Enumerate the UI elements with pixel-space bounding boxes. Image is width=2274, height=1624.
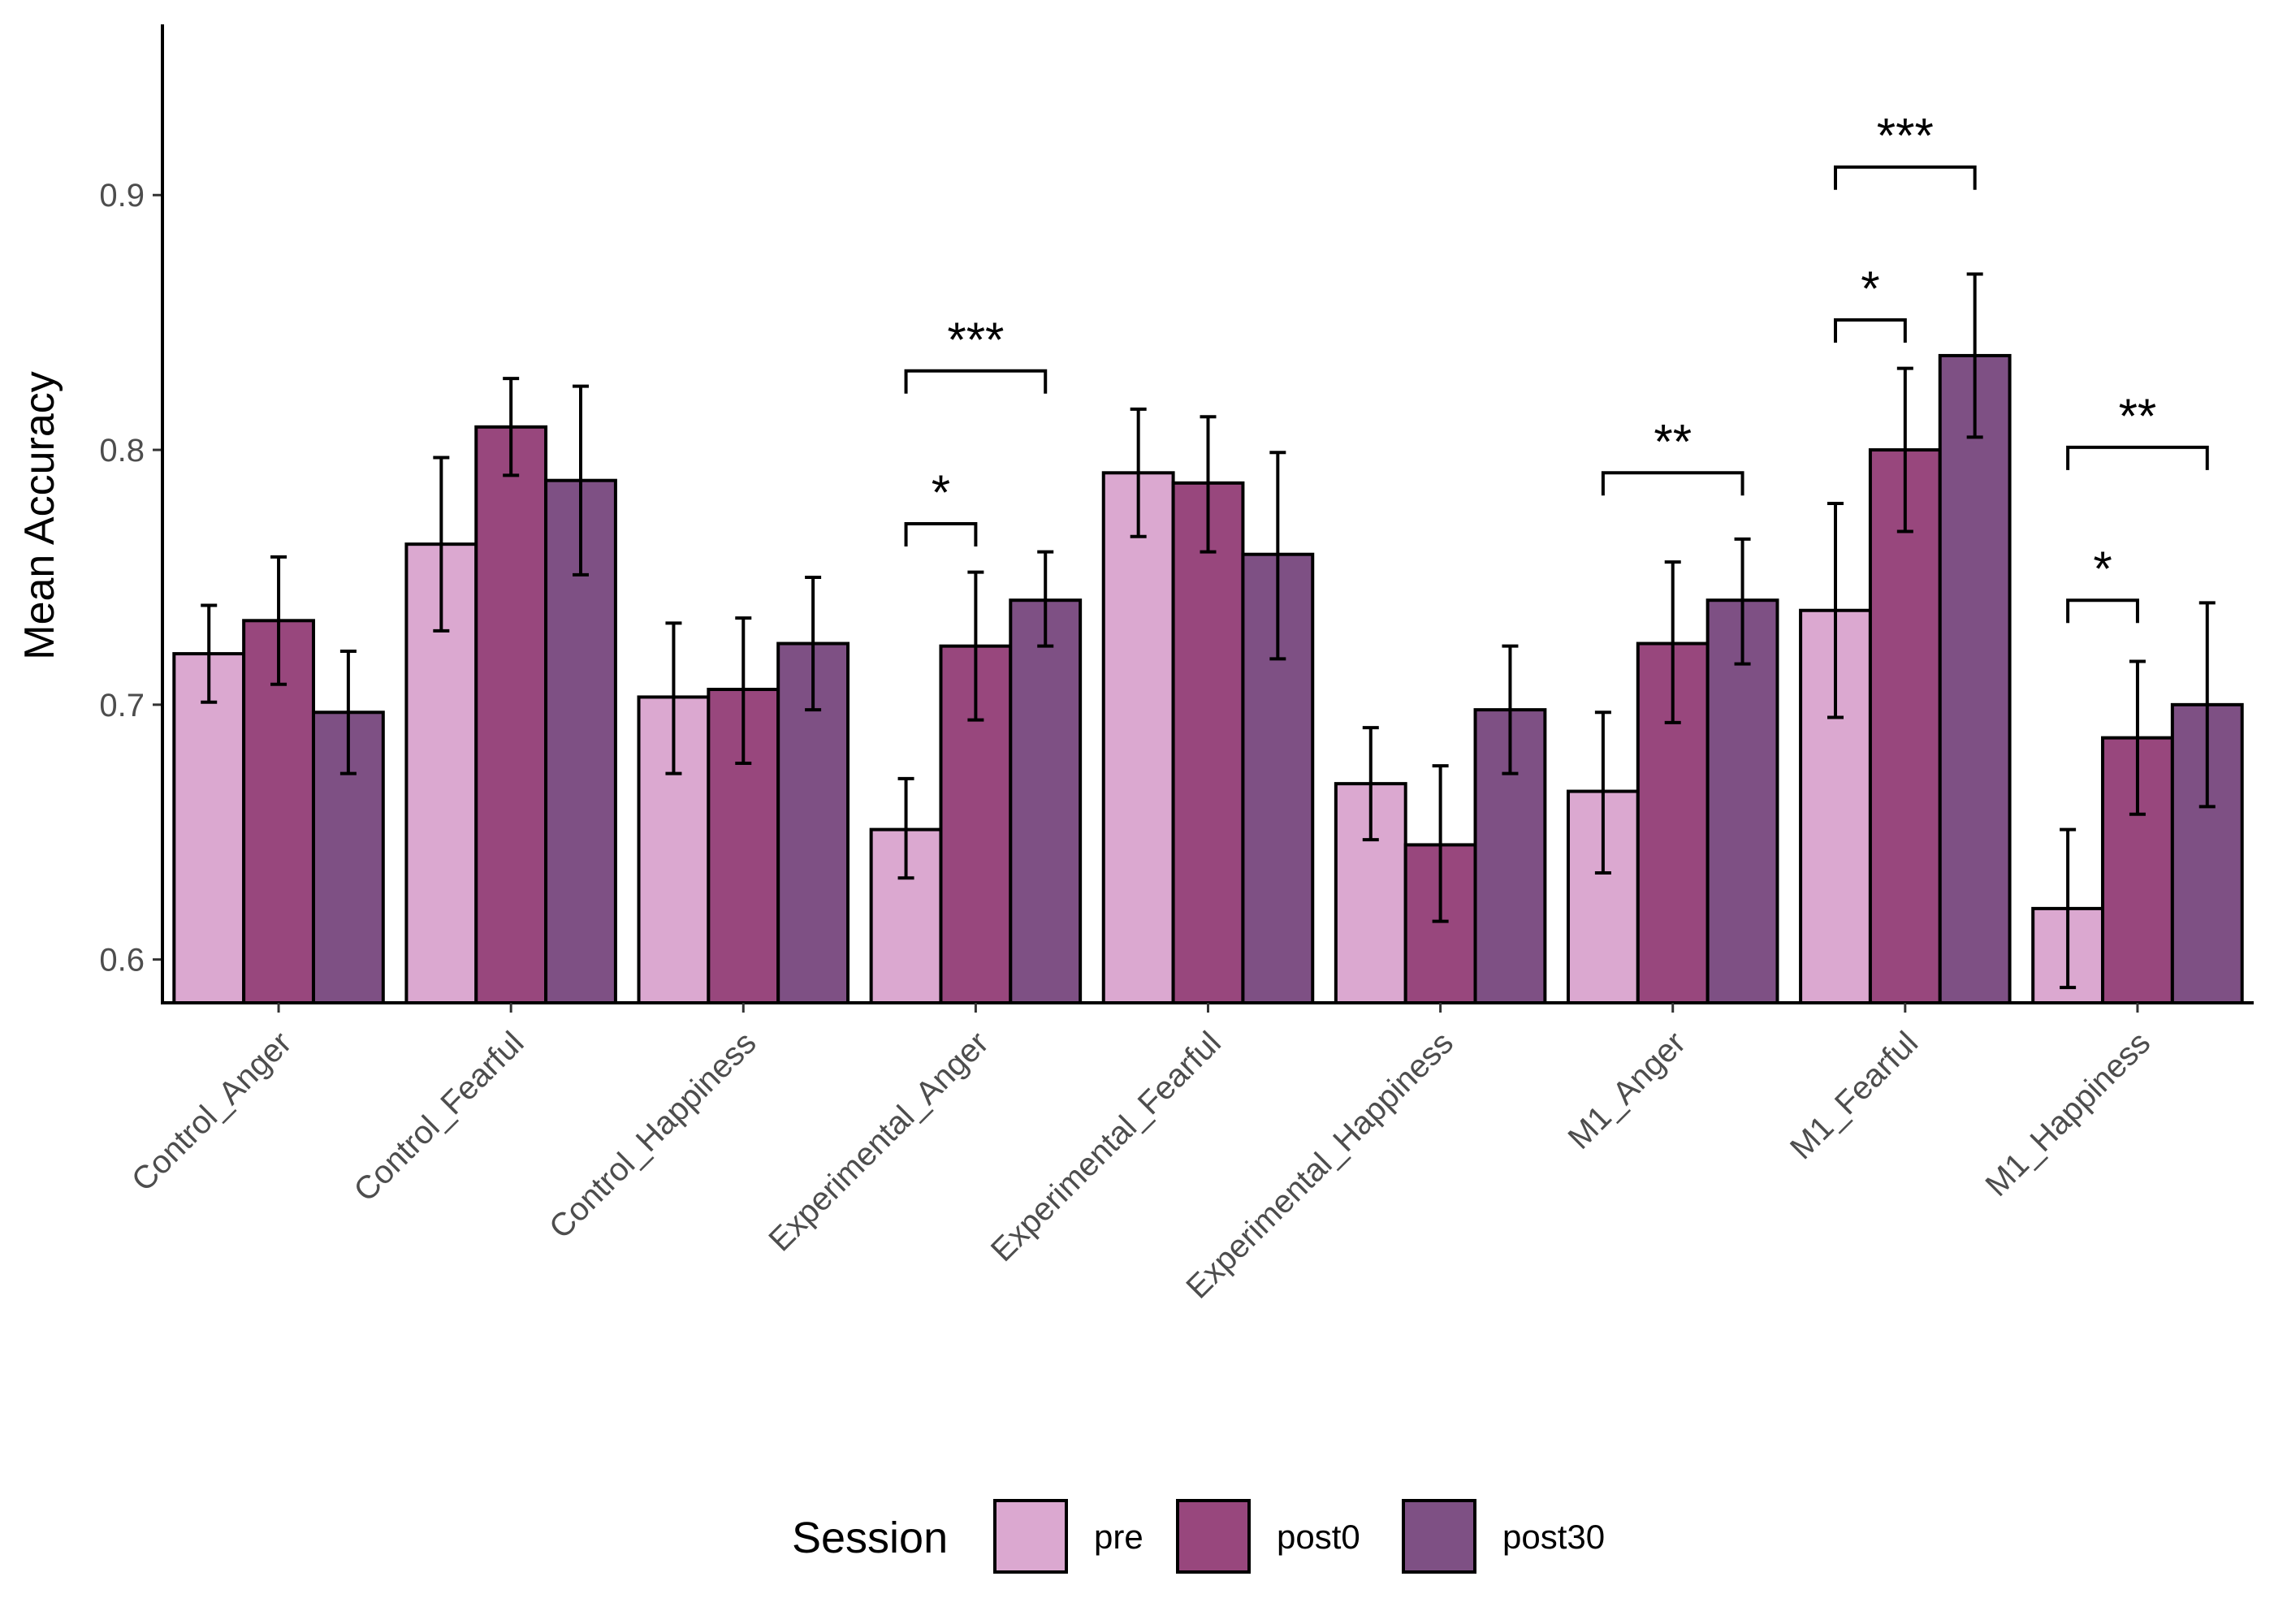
- bar-post30: [1706, 598, 1779, 1004]
- significance-bracket: **: [2066, 389, 2209, 470]
- error-bar-post30: [1037, 550, 1054, 648]
- error-bar-pre: [2060, 827, 2077, 990]
- significance-label: **: [2119, 389, 2157, 443]
- x-tick-label: M1_Happiness: [1979, 1025, 2158, 1203]
- significance-bracket: *: [2066, 542, 2139, 624]
- error-bar-post30: [573, 384, 589, 577]
- bar-post30: [1009, 598, 1083, 1004]
- x-tick-label: M1_Anger: [1561, 1025, 1693, 1156]
- error-bar-post0: [1664, 560, 1681, 724]
- significance-bracket: ***: [1834, 109, 1977, 190]
- bracket-line: [1601, 471, 1744, 496]
- error-bar-post0: [735, 616, 752, 766]
- y-tick-label: 0.8: [99, 433, 145, 469]
- error-bar-post0: [2129, 659, 2146, 816]
- error-bar-post30: [1734, 537, 1751, 666]
- bar-post0: [474, 425, 548, 1004]
- legend-label-pre: pre: [1094, 1518, 1143, 1556]
- legend-key-post0: [1176, 1499, 1251, 1574]
- bar-post30: [1938, 353, 2012, 1005]
- significance-label: *: [1861, 261, 1879, 316]
- significance-bracket: ***: [904, 313, 1048, 394]
- significance-label: ***: [1877, 109, 1934, 163]
- x-tick-label: Experimental_Anger: [762, 1025, 995, 1258]
- error-bar-pre: [897, 776, 914, 880]
- bar-pre: [1101, 471, 1175, 1004]
- error-bar-pre: [201, 603, 218, 704]
- error-bar-post30: [1269, 451, 1286, 661]
- bracket-line: [2066, 598, 2139, 624]
- y-axis-title: Mean Accuracy: [16, 371, 63, 660]
- error-bar-pre: [1130, 407, 1147, 538]
- error-bar-post30: [2198, 601, 2216, 809]
- x-tick-label: Experimental_Happiness: [1179, 1025, 1460, 1306]
- x-tick-label: Control_Fearful: [347, 1025, 530, 1208]
- error-bar-post0: [270, 555, 287, 686]
- bracket-line: [2066, 445, 2209, 470]
- bracket-line: [1834, 165, 1977, 190]
- y-tick-label: 0.6: [99, 943, 145, 978]
- error-bar-post30: [1502, 644, 1519, 775]
- x-tick-label: M1_Fearful: [1783, 1025, 1925, 1166]
- x-tick-label: Experimental_Fearful: [984, 1025, 1228, 1268]
- bracket-line: [904, 369, 1048, 394]
- error-bar-pre: [665, 621, 682, 775]
- error-bar-post0: [1200, 415, 1217, 554]
- y-tick-label: 0.9: [99, 178, 145, 214]
- error-bar-post0: [967, 570, 984, 722]
- significance-label: *: [2093, 542, 2112, 596]
- error-bar-post0: [1896, 366, 1913, 533]
- bracket-line: [1834, 318, 1907, 343]
- error-bar-post0: [503, 377, 520, 477]
- legend-key-post30: [1402, 1499, 1476, 1574]
- significance-label: *: [932, 465, 950, 520]
- y-tick-label: 0.7: [99, 688, 145, 723]
- bar-post0: [1171, 481, 1245, 1004]
- error-bar-pre: [1362, 726, 1379, 842]
- significance-label: **: [1654, 414, 1692, 469]
- legend: Session pre post0 post30: [792, 1499, 1605, 1574]
- legend-label-post30: post30: [1502, 1518, 1605, 1556]
- significance-bracket: **: [1601, 414, 1744, 496]
- legend-key-pre: [993, 1499, 1068, 1574]
- x-tick-label: Control_Anger: [125, 1025, 299, 1199]
- significance-bracket: *: [904, 465, 978, 547]
- error-bar-post30: [805, 575, 822, 712]
- error-bar-post30: [1966, 272, 1983, 439]
- legend-title: Session: [792, 1514, 948, 1562]
- error-bar-post30: [339, 649, 357, 775]
- error-bar-pre: [1827, 501, 1844, 719]
- legend-label-post0: post0: [1277, 1518, 1360, 1556]
- significance-bracket: *: [1834, 261, 1907, 343]
- bracket-line: [904, 522, 978, 547]
- error-bar-pre: [1594, 710, 1611, 875]
- error-bar-post0: [1432, 764, 1449, 923]
- significance-label: ***: [947, 313, 1004, 367]
- bar-pre: [172, 652, 246, 1004]
- error-bar-pre: [433, 456, 450, 633]
- x-tick-label: Control_Happiness: [543, 1025, 763, 1246]
